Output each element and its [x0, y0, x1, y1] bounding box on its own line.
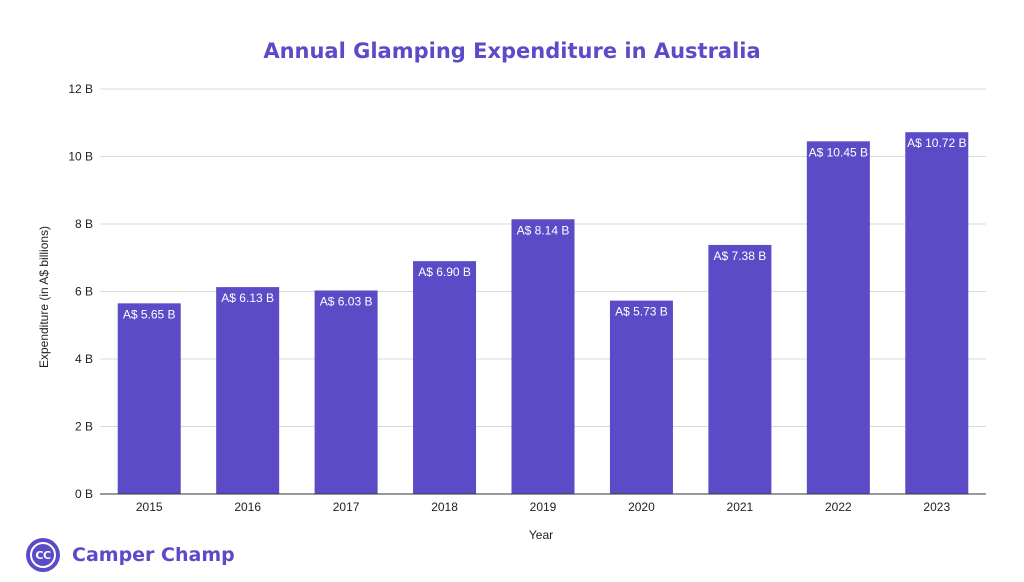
bar-2021	[708, 244, 772, 494]
x-tick-label: 2017	[333, 500, 360, 514]
bar-2023	[905, 132, 969, 494]
y-tick-label: 0 B	[75, 487, 93, 501]
y-tick-label: 4 B	[75, 352, 93, 366]
camper-champ-logo-icon: CC	[26, 538, 60, 572]
x-tick-label: 2015	[136, 500, 163, 514]
bar-data-label: A$ 6.03 B	[320, 294, 373, 308]
y-tick-label: 8 B	[75, 217, 93, 231]
bar-2017	[314, 290, 378, 494]
x-axis-ticks: 2015 2016 2017 2018 2019 2020 2021 2022 2023	[136, 500, 951, 514]
x-tick-label: 2023	[923, 500, 950, 514]
y-axis-title: Expenditure (in A$ billions)	[37, 226, 51, 368]
bar-data-label: A$ 6.90 B	[418, 265, 471, 279]
bar-data-label: A$ 5.65 B	[123, 307, 176, 321]
bar-data-labels: A$ 5.65 B A$ 6.13 B A$ 6.03 B A$ 6.90 B A$ 8…	[123, 136, 967, 321]
bars	[117, 132, 969, 494]
bar-data-label: A$ 8.14 B	[517, 223, 570, 237]
bar-2016	[216, 287, 280, 494]
y-tick-label: 6 B	[75, 285, 93, 299]
bar-2022	[806, 141, 870, 494]
brand-logo: CC Camper Champ	[26, 537, 235, 573]
x-tick-label: 2018	[431, 500, 458, 514]
bar-2020	[609, 300, 673, 494]
x-tick-label: 2021	[727, 500, 754, 514]
bar-2015	[117, 303, 181, 494]
x-axis-title: Year	[529, 528, 553, 542]
bar-2018	[413, 261, 477, 494]
bar-data-label: A$ 10.45 B	[809, 145, 868, 159]
bar-2019	[511, 219, 575, 494]
y-tick-label: 12 B	[68, 82, 93, 96]
y-axis-ticks: 0 B 2 B 4 B 6 B 8 B 10 B 12 B	[68, 82, 93, 501]
x-tick-label: 2022	[825, 500, 852, 514]
chart-title: Annual Glamping Expenditure in Australia	[263, 39, 760, 63]
x-tick-label: 2016	[234, 500, 261, 514]
bar-data-label: A$ 6.13 B	[221, 291, 274, 305]
bar-data-label: A$ 5.73 B	[615, 305, 668, 319]
x-tick-label: 2019	[530, 500, 557, 514]
logo-initials: CC	[30, 542, 56, 568]
brand-name: Camper Champ	[72, 544, 235, 566]
bar-data-label: A$ 7.38 B	[714, 249, 767, 263]
x-tick-label: 2020	[628, 500, 655, 514]
y-tick-label: 2 B	[75, 420, 93, 434]
bar-data-label: A$ 10.72 B	[907, 136, 966, 150]
y-tick-label: 10 B	[68, 150, 93, 164]
